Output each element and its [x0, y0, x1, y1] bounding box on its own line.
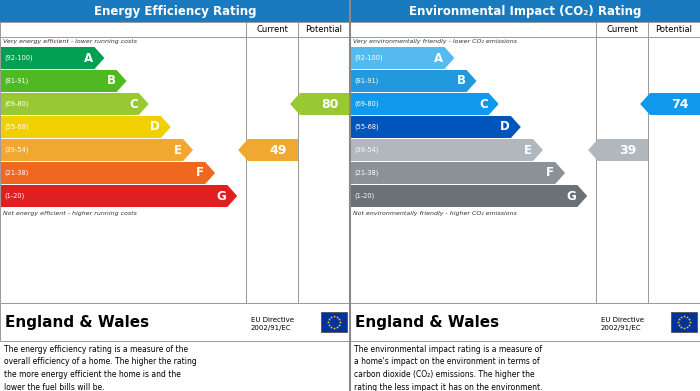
Polygon shape — [351, 162, 565, 184]
Text: G: G — [566, 190, 576, 203]
Bar — [350, 303, 700, 341]
Polygon shape — [640, 93, 700, 115]
Text: B: B — [456, 75, 466, 88]
Text: 2002/91/EC: 2002/91/EC — [251, 325, 292, 331]
Polygon shape — [1, 185, 237, 207]
Polygon shape — [351, 116, 521, 138]
Polygon shape — [351, 185, 587, 207]
Text: F: F — [546, 167, 554, 179]
Polygon shape — [588, 139, 648, 161]
Polygon shape — [351, 70, 477, 92]
Text: The energy efficiency rating is a measure of the
overall efficiency of a home. T: The energy efficiency rating is a measur… — [4, 345, 197, 391]
Text: D: D — [500, 120, 510, 133]
Text: Potential: Potential — [655, 25, 692, 34]
Text: (92-100): (92-100) — [4, 55, 33, 61]
Text: C: C — [479, 97, 488, 111]
Text: C: C — [129, 97, 138, 111]
Text: B: B — [106, 75, 116, 88]
Polygon shape — [1, 139, 193, 161]
Text: Very energy efficient - lower running costs: Very energy efficient - lower running co… — [3, 39, 137, 45]
Text: G: G — [216, 190, 226, 203]
Text: England & Wales: England & Wales — [5, 314, 149, 330]
Text: EU Directive: EU Directive — [601, 317, 644, 323]
Bar — [350, 0, 700, 22]
Text: Not environmentally friendly - higher CO₂ emissions: Not environmentally friendly - higher CO… — [353, 210, 517, 215]
Text: (92-100): (92-100) — [354, 55, 383, 61]
Text: Energy Efficiency Rating: Energy Efficiency Rating — [94, 5, 256, 18]
Text: 80: 80 — [321, 97, 339, 111]
Text: (55-68): (55-68) — [4, 124, 29, 130]
Polygon shape — [290, 93, 350, 115]
Text: (21-38): (21-38) — [354, 170, 379, 176]
Text: 74: 74 — [671, 97, 689, 111]
Polygon shape — [351, 139, 543, 161]
Text: A: A — [85, 52, 94, 65]
Text: (1-20): (1-20) — [354, 193, 374, 199]
Text: Current: Current — [256, 25, 288, 34]
Text: 49: 49 — [270, 143, 286, 156]
Text: (39-54): (39-54) — [4, 147, 29, 153]
Polygon shape — [1, 70, 127, 92]
Bar — [671, 312, 697, 332]
Text: A: A — [435, 52, 444, 65]
Bar — [0, 303, 350, 341]
Text: (55-68): (55-68) — [354, 124, 379, 130]
Bar — [0, 0, 350, 22]
Text: D: D — [150, 120, 160, 133]
Text: Very environmentally friendly - lower CO₂ emissions: Very environmentally friendly - lower CO… — [353, 39, 517, 45]
Text: Environmental Impact (CO₂) Rating: Environmental Impact (CO₂) Rating — [409, 5, 641, 18]
Bar — [0, 22, 350, 303]
Text: (69-80): (69-80) — [4, 101, 29, 107]
Bar — [321, 312, 347, 332]
Text: E: E — [524, 143, 532, 156]
Text: The environmental impact rating is a measure of
a home's impact on the environme: The environmental impact rating is a mea… — [354, 345, 542, 391]
Text: (21-38): (21-38) — [4, 170, 29, 176]
Polygon shape — [1, 162, 215, 184]
Text: 39: 39 — [620, 143, 636, 156]
Bar — [350, 22, 700, 303]
Polygon shape — [1, 47, 104, 69]
Polygon shape — [351, 93, 498, 115]
Text: (1-20): (1-20) — [4, 193, 25, 199]
Text: F: F — [196, 167, 204, 179]
Polygon shape — [1, 116, 171, 138]
Text: Potential: Potential — [305, 25, 342, 34]
Text: England & Wales: England & Wales — [355, 314, 499, 330]
Text: Not energy efficient - higher running costs: Not energy efficient - higher running co… — [3, 210, 137, 215]
Text: Current: Current — [606, 25, 638, 34]
Text: (81-91): (81-91) — [354, 78, 378, 84]
Polygon shape — [1, 93, 148, 115]
Text: 2002/91/EC: 2002/91/EC — [601, 325, 642, 331]
Polygon shape — [238, 139, 298, 161]
Text: (69-80): (69-80) — [354, 101, 379, 107]
Text: (81-91): (81-91) — [4, 78, 28, 84]
Text: E: E — [174, 143, 182, 156]
Text: (39-54): (39-54) — [354, 147, 379, 153]
Text: EU Directive: EU Directive — [251, 317, 294, 323]
Polygon shape — [351, 47, 454, 69]
